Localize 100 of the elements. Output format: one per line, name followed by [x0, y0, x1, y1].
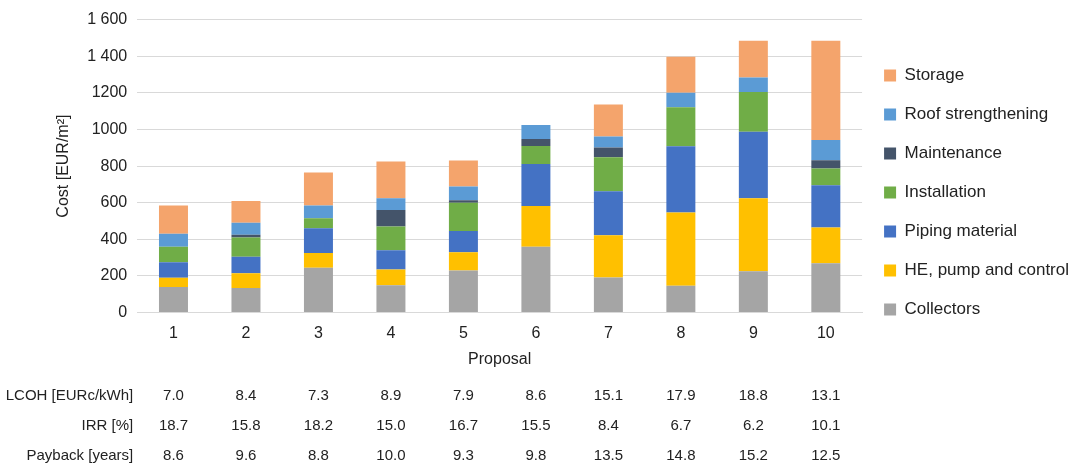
bar [738, 271, 768, 313]
bar [811, 227, 841, 264]
y-tick-label: 400 [100, 229, 128, 247]
bar [448, 252, 478, 271]
bar [666, 92, 696, 108]
bar [593, 147, 623, 158]
bar [666, 56, 696, 93]
bar [376, 161, 406, 199]
text: 13.1 [811, 385, 841, 403]
bar [376, 269, 406, 286]
text: LCOH [EURc/kWh] [5, 385, 134, 403]
bar [738, 92, 768, 132]
bar [376, 226, 406, 251]
bar [666, 285, 696, 313]
bar [593, 191, 623, 236]
bar [521, 206, 551, 247]
text: 18.7 [158, 415, 189, 433]
bar [738, 77, 768, 93]
bar [303, 253, 333, 268]
legend-label: Storage [904, 65, 965, 85]
bar [593, 277, 623, 313]
bar [231, 273, 261, 288]
text: 7.9 [452, 385, 474, 403]
text: 18.8 [738, 385, 768, 403]
legend-label: Collectors [904, 299, 981, 319]
text: 14.8 [666, 445, 696, 463]
bar [521, 163, 551, 207]
bar [448, 186, 478, 201]
bar [593, 104, 623, 137]
bar [158, 277, 188, 287]
bar [811, 168, 841, 186]
y-tick-label: 0 [118, 303, 128, 321]
bar [593, 235, 623, 278]
bar [448, 231, 478, 253]
text: 10.0 [376, 445, 406, 463]
x-tick-label: 4 [386, 323, 396, 341]
text: 15.1 [593, 385, 623, 403]
text: 9.8 [525, 445, 547, 463]
text: 8.6 [163, 445, 184, 463]
bar [666, 212, 696, 286]
bar [738, 131, 768, 199]
bar [158, 246, 188, 263]
bar [738, 198, 768, 272]
bar [811, 185, 841, 228]
text: 15.0 [376, 415, 406, 433]
y-tick-label: 1200 [91, 83, 128, 101]
text: 8.4 [597, 415, 619, 433]
bar [158, 205, 188, 234]
legend-label: Maintenance [904, 143, 1002, 163]
bar [231, 222, 261, 235]
bar [231, 200, 261, 223]
bar [231, 256, 261, 274]
bar [303, 218, 333, 229]
y-tick-label: 1000 [91, 119, 128, 137]
text: Payback [years] [26, 445, 134, 463]
bar [666, 146, 696, 213]
bar [448, 200, 478, 203]
text: 7.3 [308, 385, 329, 403]
bar [303, 267, 333, 313]
bar [158, 233, 188, 247]
bar [738, 40, 768, 78]
text: 15.8 [231, 415, 261, 433]
legend-label: Installation [904, 182, 986, 202]
bar [376, 198, 406, 211]
bar [448, 202, 478, 232]
text: IRR [%] [81, 415, 134, 433]
x-tick-label: 8 [676, 323, 686, 341]
x-tick-label: 9 [748, 323, 758, 341]
legend-label: Piping material [904, 221, 1018, 241]
text: 6.2 [742, 415, 764, 433]
legend-label: Roof strengthening [904, 104, 1049, 124]
bar [521, 139, 551, 146]
bar [231, 237, 261, 257]
y-tick-label: 200 [100, 266, 128, 284]
text: 16.7 [448, 415, 479, 433]
y-tick-label: 1 600 [87, 10, 128, 28]
bar [158, 262, 188, 278]
text: 10.1 [811, 415, 841, 433]
text: 6.7 [670, 415, 692, 433]
text: 7.0 [163, 385, 184, 403]
bar [593, 136, 623, 148]
text: 13.5 [593, 445, 623, 463]
x-tick-label: 3 [314, 323, 323, 341]
text: 8.6 [525, 385, 547, 403]
x-tick-label: 7 [603, 323, 613, 341]
legend-label: HE, pump and control [904, 260, 1069, 280]
bar [811, 160, 841, 169]
bar [303, 228, 333, 254]
text: 8.9 [380, 385, 402, 403]
bar [521, 246, 551, 313]
x-tick-label: 10 [816, 323, 835, 341]
bar [231, 234, 261, 238]
bar [303, 205, 333, 219]
bar [231, 287, 261, 313]
x-tick-label: 6 [531, 323, 541, 341]
y-axis-title: Cost [EUR/m²] [54, 114, 72, 218]
x-tick-label: 5 [458, 323, 468, 341]
y-tick-label: 800 [100, 156, 128, 174]
bar [811, 263, 841, 313]
bar [303, 172, 333, 206]
